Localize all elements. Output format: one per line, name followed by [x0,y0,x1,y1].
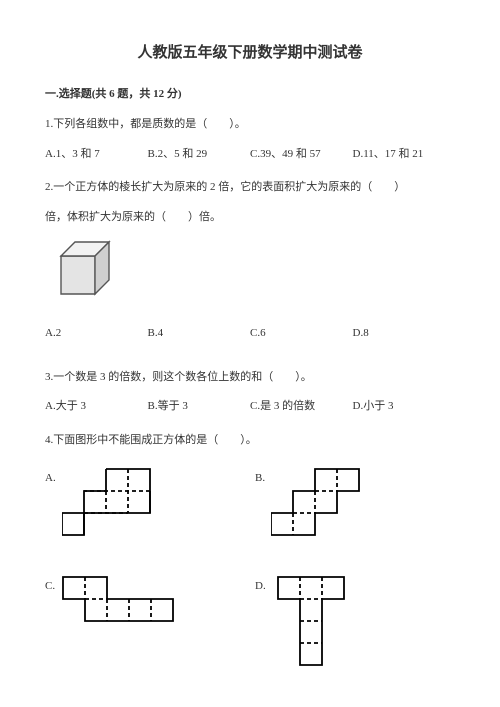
net-d-icon [272,573,372,673]
q4-opt-c: C. [45,577,55,597]
q2-opt-a: A.2 [45,324,148,344]
question-1-options: A.1、3 和 7 B.2、5 和 29 C.39、49 和 57 D.11、1… [45,145,455,165]
q3-opt-a: A.大于 3 [45,397,148,417]
page-title: 人教版五年级下册数学期中测试卷 [45,40,455,67]
q2-opt-b: B.4 [148,324,251,344]
net-c-icon [61,573,181,633]
question-4-nets: A. B. [45,465,455,673]
net-d-cell: D. [255,573,455,673]
q1-opt-d: D.11、17 和 21 [353,145,456,165]
q1-opt-c: C.39、49 和 57 [250,145,353,165]
question-2-options: A.2 B.4 C.6 D.8 [45,324,455,344]
question-2-line2: 倍，体积扩大为原来的（ ）倍。 [45,208,455,228]
net-c-cell: C. [45,573,245,673]
q4-opt-b: B. [255,469,265,489]
question-4-stem: 4.下面图形中不能围成正方体的是（ ）。 [45,431,455,451]
question-1-stem: 1.下列各组数中，都是质数的是（ ）。 [45,115,455,135]
q3-opt-b: B.等于 3 [148,397,251,417]
section-1-header: 一.选择题(共 6 题，共 12 分) [45,85,455,105]
q3-opt-c: C.是 3 的倍数 [250,397,353,417]
question-3-stem: 3.一个数是 3 的倍数，则这个数各位上数的和（ ）。 [45,368,455,388]
q2-opt-c: C.6 [250,324,353,344]
q1-opt-a: A.1、3 和 7 [45,145,148,165]
net-a-cell: A. [45,465,245,543]
net-b-cell: B. [255,465,455,543]
q1-opt-b: B.2、5 和 29 [148,145,251,165]
q4-opt-a: A. [45,469,56,489]
cube-figure [55,238,455,308]
q3-opt-d: D.小于 3 [353,397,456,417]
cube-icon [55,238,123,300]
net-b-icon [271,465,381,543]
question-2-line1: 2.一个正方体的棱长扩大为原来的 2 倍，它的表面积扩大为原来的（ ） [45,178,455,198]
q4-opt-d: D. [255,577,266,597]
q2-opt-d: D.8 [353,324,456,344]
net-a-icon [62,465,172,543]
question-3-options: A.大于 3 B.等于 3 C.是 3 的倍数 D.小于 3 [45,397,455,417]
